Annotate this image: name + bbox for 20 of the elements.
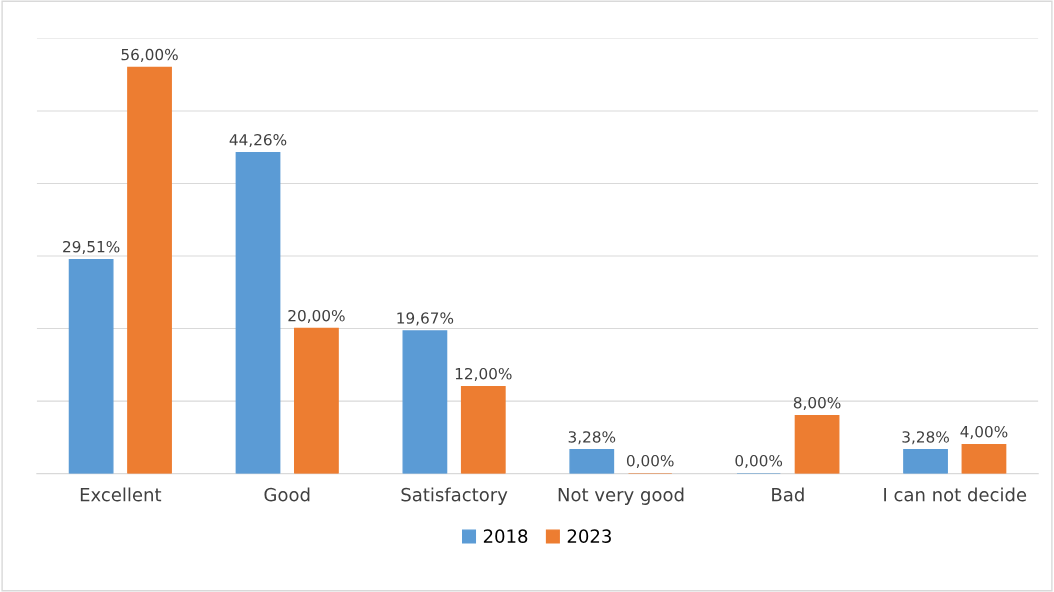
data-label: 0,00% [735, 454, 783, 469]
x-tick-label: Excellent [80, 487, 162, 502]
x-tick-label: I can not decide [884, 487, 1027, 502]
data-label: 56,00% [121, 48, 178, 62]
x-tick-label: Not very good [558, 487, 684, 505]
x-tick-label: Good [264, 487, 310, 502]
legend-label: 2023 [567, 529, 611, 543]
data-label: 12,00% [455, 367, 512, 382]
data-label: 3,28% [902, 431, 949, 445]
data-label: 3,28% [568, 431, 616, 445]
data-label: 44,26% [229, 133, 287, 148]
data-label: 19,67% [397, 312, 454, 326]
data-label: 20,00% [288, 309, 345, 323]
x-tick-label: Bad [772, 487, 804, 502]
legend-label: 2018 [483, 529, 528, 543]
x-tick-label: Satisfactory [401, 487, 508, 505]
data-label: 0,00% [626, 454, 674, 469]
data-label: 8,00% [793, 396, 841, 411]
data-label: 4,00% [960, 425, 1008, 440]
data-label: 29,51% [63, 240, 120, 255]
